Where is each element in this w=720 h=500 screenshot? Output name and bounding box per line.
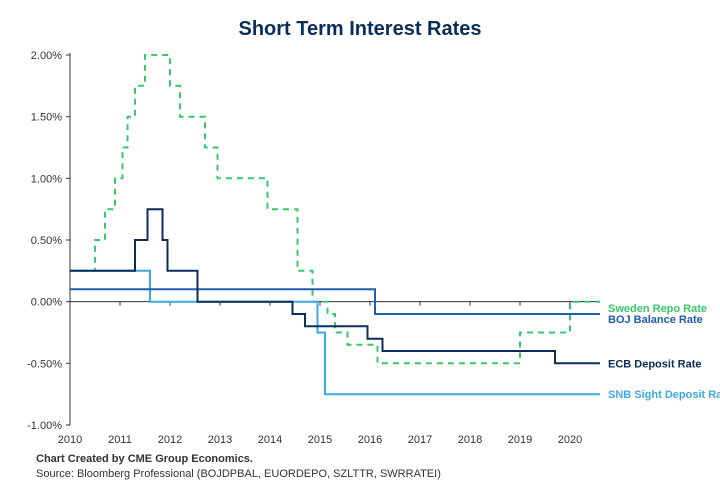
svg-text:2018: 2018	[458, 434, 482, 446]
svg-text:2014: 2014	[258, 434, 282, 446]
svg-text:2013: 2013	[208, 434, 232, 446]
svg-text:2020: 2020	[558, 434, 582, 446]
chart-footnote: Chart Created by CME Group Economics. So…	[36, 452, 441, 482]
rates-chart: -1.00% -0.50% 0.00% 0.50% 1.00% 1.50% 2.00% 201…	[0, 0, 720, 500]
svg-text:2019: 2019	[508, 434, 532, 446]
svg-text:-1.00%: -1.00%	[27, 420, 62, 432]
series-label-snb: SNB Sight Deposit Rate	[608, 389, 720, 401]
svg-text:2015: 2015	[308, 434, 332, 446]
footnote-creator: Chart Created by CME Group Economics.	[36, 452, 441, 467]
svg-text:2.00%: 2.00%	[31, 50, 62, 62]
svg-text:0.00%: 0.00%	[31, 297, 62, 309]
svg-text:1.50%: 1.50%	[31, 112, 62, 124]
series-label-boj: BOJ Balance Rate	[608, 314, 703, 326]
svg-text:2017: 2017	[408, 434, 432, 446]
svg-text:0.50%: 0.50%	[31, 235, 62, 247]
svg-text:1.00%: 1.00%	[31, 173, 62, 185]
svg-text:2010: 2010	[58, 434, 82, 446]
svg-text:-0.50%: -0.50%	[27, 358, 62, 370]
series-label-ecb: ECB Deposit Rate	[608, 358, 702, 370]
svg-text:2011: 2011	[108, 434, 132, 446]
svg-text:2016: 2016	[358, 434, 382, 446]
footnote-source: Source: Bloomberg Professional (BOJDPBAL…	[36, 467, 441, 482]
svg-text:2012: 2012	[158, 434, 182, 446]
